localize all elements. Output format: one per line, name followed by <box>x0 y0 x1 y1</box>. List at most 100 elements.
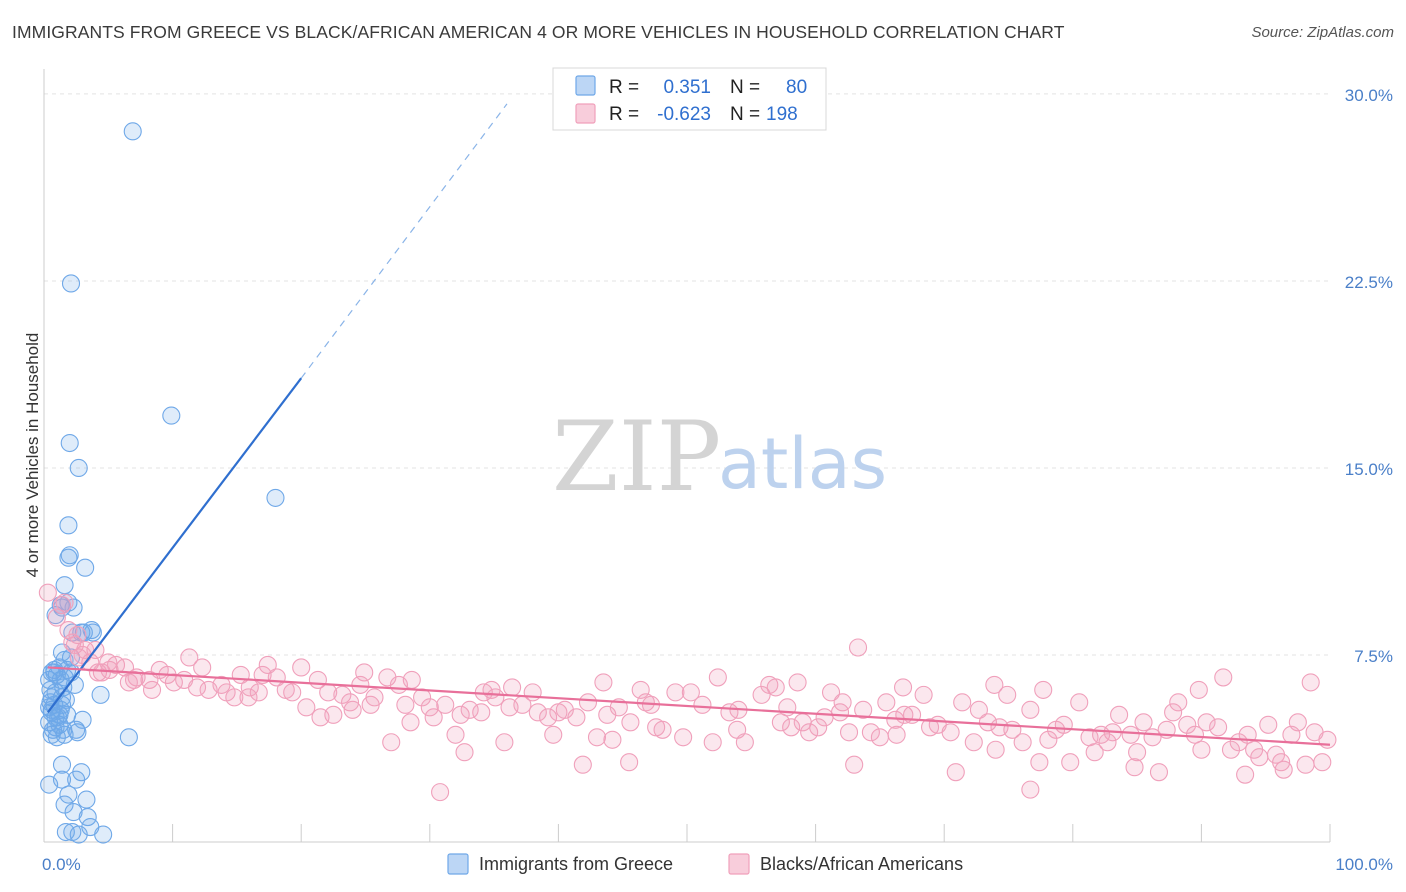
black-point <box>766 678 785 697</box>
black-point <box>539 708 558 727</box>
black-point <box>523 683 542 702</box>
greece-point <box>266 488 285 507</box>
black-point <box>708 668 727 687</box>
black-point <box>1250 748 1269 767</box>
black-point <box>681 683 700 702</box>
black-point <box>283 683 302 702</box>
black-point <box>870 728 889 747</box>
black-point <box>164 673 183 692</box>
greece-point <box>119 728 138 747</box>
black-point <box>845 755 864 774</box>
black-point <box>800 723 819 742</box>
black-point <box>1039 730 1058 749</box>
black-point <box>341 693 360 712</box>
black-point <box>420 698 439 717</box>
black-point <box>365 688 384 707</box>
greece-point <box>76 558 95 577</box>
y-tick-label: 30.0% <box>1345 86 1393 105</box>
black-point <box>503 678 522 697</box>
black-point <box>495 733 514 752</box>
black-point <box>455 743 474 762</box>
black-point <box>187 678 207 697</box>
black-point <box>587 728 607 747</box>
black-point <box>333 685 352 704</box>
black-point <box>1054 715 1073 734</box>
black-point <box>124 670 144 689</box>
y-tick-label: 7.5% <box>1354 647 1393 666</box>
black-point <box>567 708 586 727</box>
black-point <box>887 725 906 744</box>
greece-point <box>55 576 74 595</box>
greece-point <box>61 274 81 293</box>
black-point <box>249 683 268 702</box>
series-greece-points <box>40 122 285 844</box>
black-point <box>986 740 1005 759</box>
grid-lines <box>44 93 1330 656</box>
black-point <box>893 678 913 697</box>
black-point <box>401 713 420 732</box>
greece-point <box>59 516 78 535</box>
black-point <box>1164 703 1183 722</box>
black-point <box>446 725 465 744</box>
legend-n-value-black: 198 <box>766 104 798 125</box>
black-point <box>861 723 880 742</box>
black-point <box>782 718 801 737</box>
black-point <box>1110 705 1129 724</box>
black-point <box>1296 755 1315 774</box>
black-point <box>1098 733 1117 752</box>
black-point <box>297 698 316 717</box>
greece-point <box>59 785 78 804</box>
legend-r-label: R = <box>609 104 639 125</box>
black-point <box>1185 725 1205 744</box>
bottom-legend-swatch-black <box>728 853 750 875</box>
black-point <box>413 688 432 707</box>
black-point <box>436 695 455 714</box>
y-tick-label: 22.5% <box>1345 273 1393 292</box>
x-tick-labels: 0.0% 100.0% <box>42 855 1393 874</box>
black-point <box>1169 693 1188 712</box>
trend-line-greece <box>46 377 303 714</box>
black-point <box>1192 740 1211 759</box>
bottom-legend-label-greece: Immigrants from Greece <box>479 854 673 874</box>
black-point <box>1061 753 1080 772</box>
black-point <box>621 713 640 732</box>
black-point <box>528 703 547 722</box>
black-point <box>914 685 933 704</box>
legend-r-value-greece: 0.351 <box>663 77 711 98</box>
legend-n-value-greece: 80 <box>786 77 807 98</box>
black-point <box>193 658 212 677</box>
black-point <box>964 733 983 752</box>
black-point <box>839 723 859 742</box>
black-point <box>693 695 712 714</box>
x-tick-label: 0.0% <box>42 855 81 874</box>
trend-line-greece-extension <box>300 103 508 379</box>
black-point <box>355 663 374 682</box>
y-tick-label: 15.0% <box>1345 460 1393 479</box>
series-black-points <box>38 583 1337 802</box>
black-point <box>946 763 965 782</box>
black-point <box>969 700 988 719</box>
black-point <box>1030 753 1049 772</box>
black-point <box>1021 700 1040 719</box>
black-point <box>1301 673 1320 692</box>
greece-point <box>67 720 86 739</box>
greece-point <box>162 406 181 425</box>
black-point <box>578 693 598 712</box>
black-point <box>92 663 111 682</box>
black-point <box>402 670 421 689</box>
black-point <box>594 673 613 692</box>
black-point <box>1121 725 1140 744</box>
bottom-legend: Immigrants from Greece Blacks/African Am… <box>447 853 963 875</box>
black-point <box>382 733 401 752</box>
black-point <box>544 725 563 744</box>
black-point <box>1013 733 1032 752</box>
greece-point <box>60 433 79 453</box>
legend-r-label: R = <box>609 77 639 98</box>
black-point <box>1236 765 1255 784</box>
black-point <box>1085 743 1104 762</box>
y-tick-labels: 7.5% 15.0% 22.5% 30.0% <box>1345 86 1393 666</box>
black-point <box>1318 730 1337 749</box>
black-point <box>821 683 841 702</box>
black-point <box>978 713 997 732</box>
y-axis-label: 4 or more Vehicles in Household <box>23 333 42 578</box>
